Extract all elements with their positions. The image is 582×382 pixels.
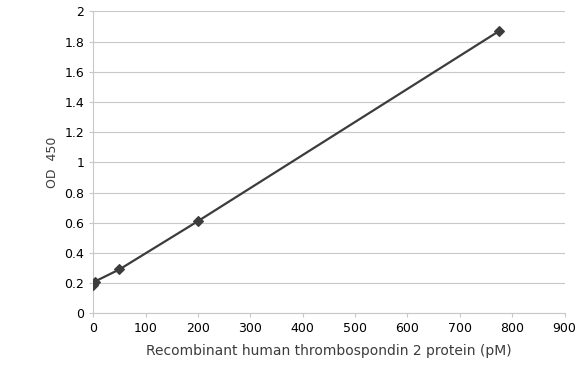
X-axis label: Recombinant human thrombospondin 2 protein (pM): Recombinant human thrombospondin 2 prote…	[146, 343, 512, 358]
Y-axis label: OD  450: OD 450	[45, 137, 59, 188]
